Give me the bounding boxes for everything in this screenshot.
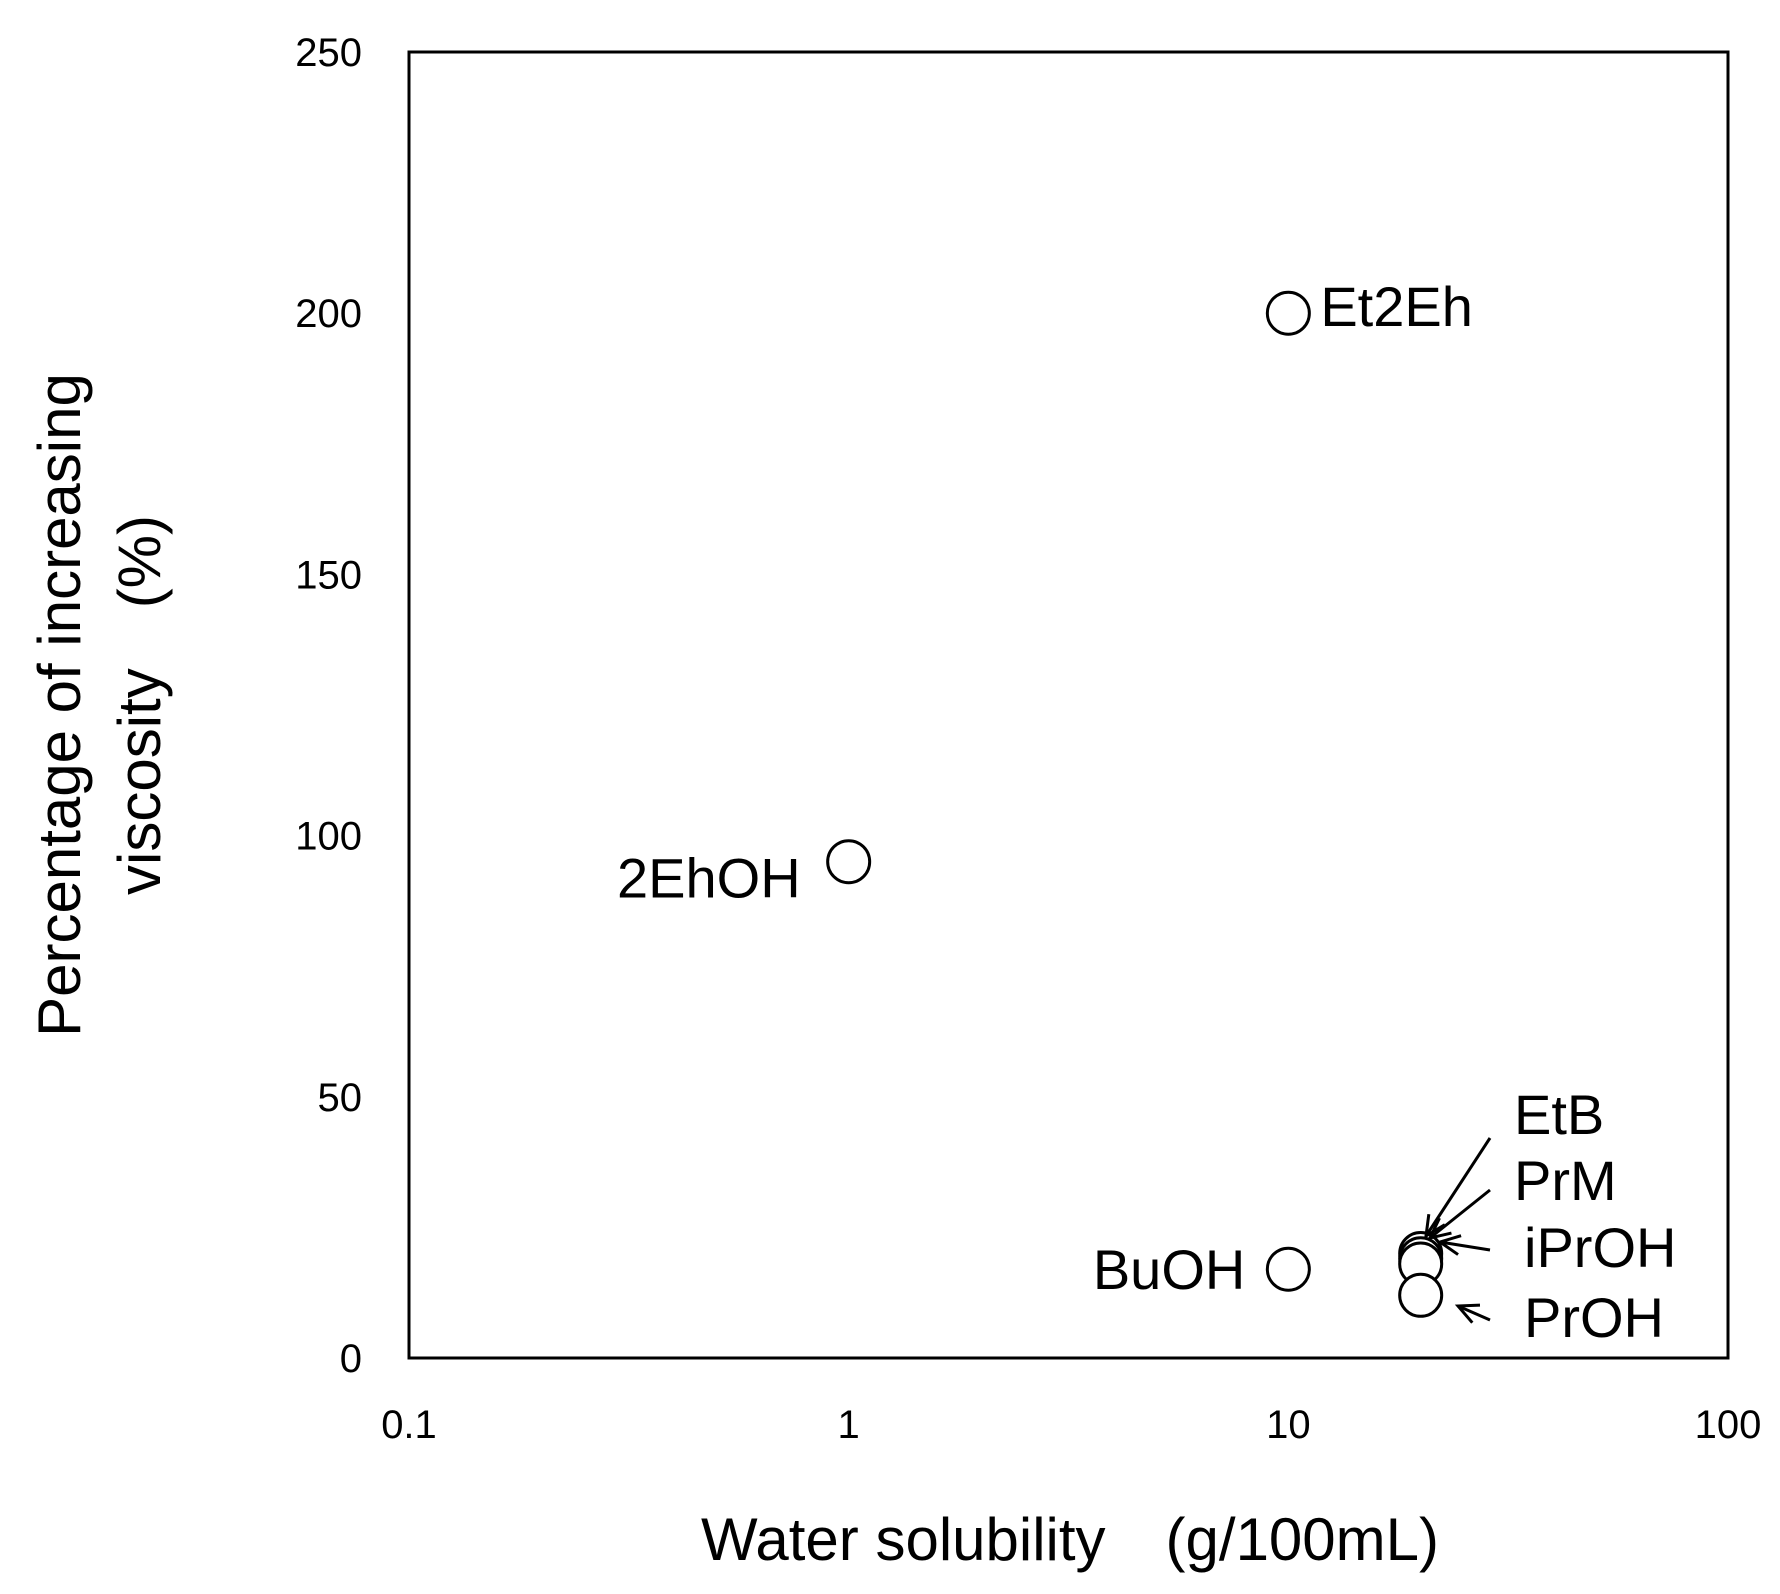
arrow-line xyxy=(1429,1188,1491,1240)
data-point xyxy=(1265,1246,1311,1292)
point-label: PrOH xyxy=(1524,1286,1664,1349)
arrow-head xyxy=(1427,1217,1452,1241)
arrow-head xyxy=(1436,1234,1462,1256)
x-tick-label: 1 xyxy=(838,1403,860,1447)
y-tick-label: 250 xyxy=(295,31,362,75)
arrow-line xyxy=(1439,1240,1491,1252)
data-points xyxy=(826,290,1444,1318)
y-tick-label: 0 xyxy=(340,1337,362,1381)
y-tick-label: 100 xyxy=(295,815,362,859)
x-tick-label: 100 xyxy=(1695,1403,1762,1447)
y-axis-title-line1: Percentage of increasing xyxy=(26,373,93,1037)
x-tick-label: 0.1 xyxy=(381,1403,437,1447)
data-point xyxy=(1398,1272,1444,1318)
x-tick-label: 10 xyxy=(1266,1403,1311,1447)
y-tick-label: 50 xyxy=(318,1076,363,1120)
y-axis-title: Percentage of increasing viscosity (%) xyxy=(26,373,173,1037)
point-label: 2EhOH xyxy=(617,847,801,910)
y-tick-labels: 0 50 100 150 200 250 xyxy=(295,31,362,1381)
arrow-line xyxy=(1457,1304,1491,1322)
data-point xyxy=(1265,290,1311,336)
y-axis-title-line2: viscosity (%) xyxy=(106,515,173,895)
plot-frame xyxy=(407,50,1730,1360)
y-tick-label: 200 xyxy=(295,292,362,336)
point-label: Et2Eh xyxy=(1320,275,1473,338)
arrow-line xyxy=(1424,1137,1492,1237)
point-label: iPrOH xyxy=(1524,1216,1676,1279)
point-label: BuOH xyxy=(1093,1238,1246,1301)
y-tick-label: 150 xyxy=(295,553,362,597)
x-tick-labels: 0.1 1 10 100 xyxy=(381,1403,1761,1447)
arrow-head xyxy=(1424,1213,1446,1239)
point-label: EtB xyxy=(1514,1083,1604,1146)
x-axis-title: Water solubility (g/100mL) xyxy=(701,1506,1439,1573)
point-label: PrM xyxy=(1514,1149,1617,1212)
data-point xyxy=(826,839,872,885)
arrow-head xyxy=(1454,1303,1481,1324)
label-arrows xyxy=(1424,1137,1492,1324)
